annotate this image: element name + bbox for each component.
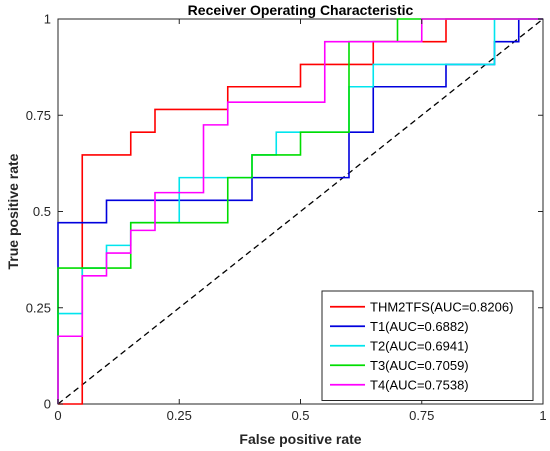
axis-ticks: 0 0.25 0.5 0.75 1 0 0.25 0.5 0.75 1 (26, 12, 547, 424)
y-tick-label: 1 (44, 12, 51, 27)
y-tick-label: 0.25 (26, 300, 51, 315)
y-tick-label: 0.75 (26, 108, 51, 123)
legend-label-4: T3(AUC=0.7059) (370, 358, 469, 373)
x-tick-label: 0.25 (167, 408, 192, 423)
legend-label-5: T4(AUC=0.7538) (370, 377, 469, 392)
x-axis-title: False positive rate (239, 431, 361, 447)
x-tick-label: 0 (54, 408, 61, 423)
y-axis-title: True positive rate (5, 153, 21, 269)
chart-title: Receiver Operating Characteristic (188, 2, 414, 18)
x-tick-label: 0.5 (291, 408, 309, 423)
y-tick-label: 0.5 (33, 204, 51, 219)
x-tick-label: 1 (539, 408, 546, 423)
legend-label-2: T1(AUC=0.6882) (370, 319, 469, 334)
x-tick-label: 0.75 (409, 408, 434, 423)
reference-diagonal-line (57, 18, 544, 405)
legend-label-3: T2(AUC=0.6941) (370, 338, 469, 353)
series-line-5 (57, 18, 543, 404)
legend: THM2TFS(AUC=0.8206) T1(AUC=0.6882) T2(AUC=… (321, 290, 534, 401)
legend-label-1: THM2TFS(AUC=0.8206) (370, 299, 513, 314)
y-tick-label: 0 (44, 397, 51, 412)
